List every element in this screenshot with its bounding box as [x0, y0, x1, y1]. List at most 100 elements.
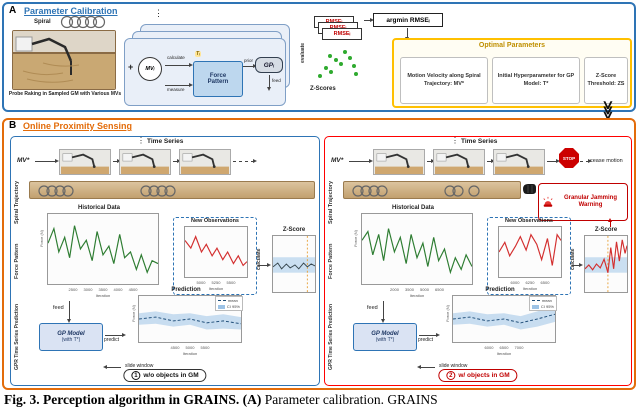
feed-label: feed — [367, 305, 378, 311]
plus-sign: + — [128, 62, 134, 72]
stop-sign-text: STOP — [562, 155, 576, 161]
confidence-band — [453, 306, 555, 330]
mv-circle-label: MVᵢ — [145, 66, 155, 72]
condition-badge-without-objects: 1 w/o objects in GM — [123, 369, 207, 382]
new-observations-series-line — [185, 235, 247, 267]
calculate-label: calculate — [256, 248, 262, 270]
new-observations-series-line — [499, 233, 561, 266]
panel-a-parameter-calibration: A Parameter Calibration Spiral Probe Rak… — [2, 2, 636, 112]
sequence-arrow — [233, 158, 257, 163]
force-pattern-label: Force Pattern — [328, 243, 334, 279]
gp-model-box: GP Model (with T*) — [353, 323, 417, 351]
z-scores-dot-plot — [318, 50, 358, 78]
gp-box: GPᵢ — [255, 57, 283, 73]
historical-data-chart: Historical Data Force (N) 2000 3500 5000… — [347, 205, 479, 299]
legend-mean-entry: mean — [217, 298, 240, 304]
z-scores-label: Z-Scores — [310, 86, 336, 92]
y-axis-label: Force (N) — [353, 230, 358, 247]
evaluate-label: evaluate — [300, 43, 306, 64]
gp-model-line2: (with T*) — [61, 337, 81, 343]
gpr-section-label: GPR Time Series Prediction — [328, 303, 334, 371]
fist-impact-icon — [523, 184, 536, 194]
z-score-series-line — [273, 262, 315, 270]
x-tick-labels: 2500 3000 3500 4000 4500 — [68, 287, 138, 292]
mean-line-swatch — [217, 300, 226, 302]
y-axis-label: Force (N) — [39, 230, 44, 247]
x-axis-label: Iteration — [496, 351, 512, 356]
badge-text: w/o objects in GM — [143, 372, 199, 379]
gp-model-line1: GP Model — [371, 331, 399, 337]
mv-arrow — [35, 158, 59, 163]
feed-arrow — [266, 75, 271, 91]
x-tick-labels: 5000 5250 5500 — [196, 280, 236, 285]
card-front: + MVᵢ calculate measure Tᵢ Force Pattern… — [124, 38, 286, 106]
legend-ci-label: CI 95% — [540, 303, 554, 309]
spiral-coil-icon — [60, 15, 106, 29]
cease-motion-label: cease motion — [590, 158, 623, 164]
robot-arm-photo-2 — [119, 149, 171, 175]
z-score-chart: Z-Score — [581, 227, 631, 297]
chart-plot — [361, 213, 473, 285]
historical-series-line — [48, 225, 158, 274]
new-observations-chart: New Observations 5000 5250 5500 Iteratio… — [173, 217, 257, 295]
x-axis-label: Iteration — [208, 286, 224, 291]
panel-a-title: Parameter Calibration — [24, 6, 118, 16]
legend-ci-label: CI 95% — [226, 303, 240, 309]
caption-text: Parameter calibration. GRAINS — [264, 392, 438, 407]
sand-strip — [343, 181, 521, 199]
cease-arrow — [580, 158, 592, 163]
historical-data-chart: Historical Data Force (N) 2500 3000 3500… — [33, 205, 165, 299]
argmin-box: argmin RMSEᵢ — [373, 13, 443, 27]
ellipsis-dots-icon: ⋮ — [154, 8, 163, 18]
chart-title: Z-Score — [282, 227, 306, 233]
robot-arm-photo-3 — [179, 149, 231, 175]
caption-title: Perception algorithm in GRAINS. — [43, 392, 240, 407]
slide-window-label: slide window — [439, 363, 468, 369]
legend-mean-label: mean — [541, 298, 552, 303]
chart-plot — [184, 226, 248, 278]
spiral-coil-icon — [140, 185, 176, 197]
prediction-chart: Prediction Force (N) mean CI 95% 6000 65… — [440, 287, 560, 361]
z-score-series-line — [585, 239, 627, 273]
chart-title: New Observations — [505, 218, 553, 224]
subpanel-with-objects: ⋮ Time Series MV* STOP cease motion Spir… — [324, 136, 632, 386]
predict-label: predict — [104, 337, 120, 343]
force-pattern-box: Force Pattern — [193, 61, 243, 97]
chart-plot — [47, 213, 159, 285]
calculate-arrow — [572, 262, 583, 267]
calculate-label: calculate — [570, 248, 576, 270]
stop-sign-icon: STOP — [559, 148, 579, 168]
gp-box-label: GPᵢ — [263, 61, 275, 69]
mv-star-label: MV* — [17, 157, 30, 164]
chart-title: Prediction — [485, 287, 515, 293]
predict-label: predict — [418, 337, 434, 343]
gpr-section-label: GPR Time Series Prediction — [14, 303, 20, 371]
t-parameter-tag: Tᵢ — [195, 51, 201, 57]
measure-arrow — [165, 82, 193, 87]
calibration-card-stack: + MVᵢ calculate measure Tᵢ Force Pattern… — [124, 24, 304, 108]
badge-number: 1 — [131, 371, 141, 380]
calculate-arrow — [258, 262, 271, 267]
measure-label: measure — [167, 87, 185, 92]
spiral-coil-icon — [352, 185, 388, 197]
prior-arrow — [243, 63, 257, 68]
slide-window-label: slide window — [125, 363, 154, 369]
spiral-trajectory-label: Spiral Trajectory — [328, 180, 334, 224]
mv-arrow — [349, 158, 373, 163]
warning-text: Granular Jamming Warning — [563, 194, 617, 208]
predict-arrow — [419, 332, 440, 337]
new-observations-chart: New Observations 6000 6250 6500 Iteratio… — [487, 217, 571, 295]
historical-series-line — [362, 228, 472, 275]
chart-title: Historical Data — [77, 205, 120, 211]
badge-text: w/ objects in GM — [458, 372, 510, 379]
chart-legend: mean CI 95% — [528, 296, 557, 312]
x-tick-labels: 2000 3500 5000 6500 — [390, 287, 444, 292]
feed-arrow — [66, 301, 71, 323]
granular-jamming-warning-box: Granular Jamming Warning — [538, 183, 628, 221]
gp-model-box: GP Model (with T*) — [39, 323, 103, 351]
photo-caption: Probe Raking in Sampled GM with Various … — [8, 91, 122, 97]
feed-label: feed — [53, 305, 64, 311]
spiral-coil-icon — [444, 185, 480, 197]
mean-line — [139, 316, 241, 325]
sequence-arrow — [173, 158, 181, 163]
